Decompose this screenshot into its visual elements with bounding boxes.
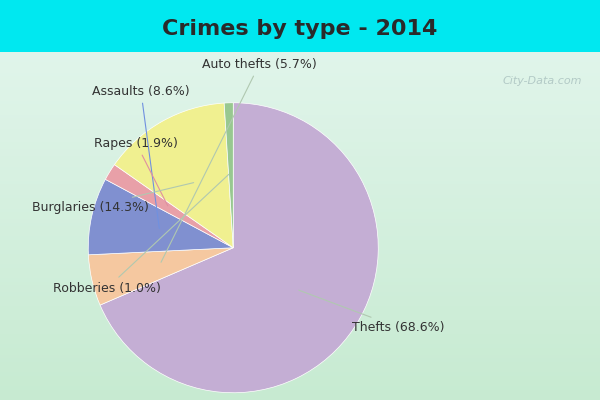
- Text: Crimes by type - 2014: Crimes by type - 2014: [163, 18, 437, 39]
- Wedge shape: [100, 103, 378, 393]
- Text: City-Data.com: City-Data.com: [503, 76, 582, 86]
- Text: Burglaries (14.3%): Burglaries (14.3%): [32, 183, 194, 214]
- Text: Auto thefts (5.7%): Auto thefts (5.7%): [161, 58, 317, 262]
- Wedge shape: [224, 103, 233, 248]
- Text: Rapes (1.9%): Rapes (1.9%): [94, 137, 178, 206]
- Text: Robberies (1.0%): Robberies (1.0%): [53, 174, 229, 295]
- Text: Assaults (8.6%): Assaults (8.6%): [92, 85, 190, 228]
- Text: Thefts (68.6%): Thefts (68.6%): [299, 290, 445, 334]
- Wedge shape: [106, 165, 233, 248]
- Wedge shape: [88, 248, 233, 305]
- Wedge shape: [115, 103, 233, 248]
- Wedge shape: [88, 179, 233, 255]
